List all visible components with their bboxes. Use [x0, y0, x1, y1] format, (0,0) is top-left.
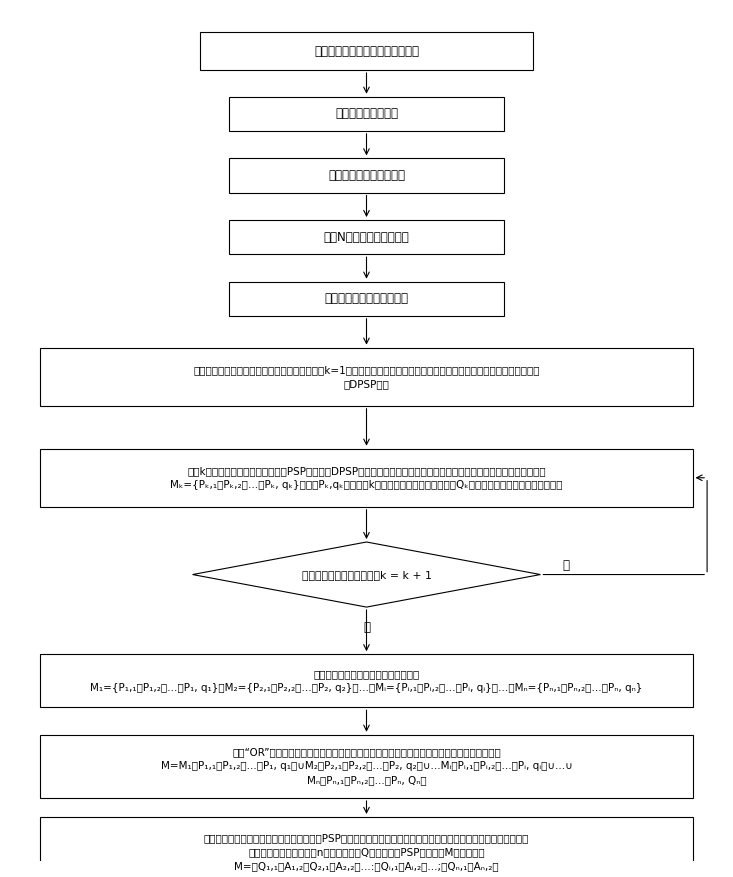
FancyBboxPatch shape: [40, 654, 693, 707]
Text: 建立管网受地磁暴影响的机理模型: 建立管网受地磁暴影响的机理模型: [314, 45, 419, 58]
Text: 建立管网参数数据库: 建立管网参数数据库: [335, 107, 398, 120]
FancyBboxPatch shape: [229, 282, 504, 316]
FancyBboxPatch shape: [229, 96, 504, 131]
Text: 从地磁暴模式数据库中任意选择一种地磁暴模式k=1，使用管网机理模型和给定的数据库计算该种地磁暴模式的管网管地电
位DPSP分布: 从地磁暴模式数据库中任意选择一种地磁暴模式k=1，使用管网机理模型和给定的数据库…: [194, 365, 539, 389]
FancyBboxPatch shape: [229, 220, 504, 254]
Text: 建立N种地磁暴模式数据库: 建立N种地磁暴模式数据库: [324, 231, 409, 244]
FancyBboxPatch shape: [40, 347, 693, 406]
Text: 否: 否: [363, 621, 370, 634]
Text: 建立管网环境参数数据库: 建立管网环境参数数据库: [328, 169, 405, 182]
Polygon shape: [193, 542, 540, 607]
FancyBboxPatch shape: [40, 816, 693, 877]
FancyBboxPatch shape: [200, 32, 533, 70]
Text: 搜索管网地磁暴灾害突变点的集合为：
M₁={P₁,₁，P₁,₂，…，P₁, q₁}，M₂={P₂,₁，P₂,₂，…，P₂, q₂}，…，Mᵢ={Pᵢ,₁，Pᵢ,: 搜索管网地磁暴灾害突变点的集合为： M₁={P₁,₁，P₁,₂，…，P₁, q₁…: [90, 669, 643, 693]
FancyBboxPatch shape: [40, 449, 693, 507]
Text: 是: 是: [562, 559, 570, 572]
Text: 如果还有其它地磁暴模式，k = k + 1: 如果还有其它地磁暴模式，k = k + 1: [301, 569, 432, 580]
FancyBboxPatch shape: [40, 735, 693, 798]
Text: 定义地磁暴灾害突变点处的燕尾峰和月牙峰PSP幅値为地磁暴灾害突变点评估指标。按评估指标对管网地磁暴灾害突
变点集合进行排序，得到n个突变点位置Q及其对应的PSP: 定义地磁暴灾害突变点处的燕尾峰和月牙峰PSP幅値为地磁暴灾害突变点评估指标。按评…: [204, 833, 529, 871]
Text: 根据k种地磁暴模式的管网管地电位PSP分布数据DPSP，利用管道地磁暴灾害突变点搜索方法搜索管网地磁暴灾害突变点，
Mₖ={Pₖ,₁，Pₖ,₂，…，Pₖ, qₖ: 根据k种地磁暴模式的管网管地电位PSP分布数据DPSP，利用管道地磁暴灾害突变点…: [170, 466, 563, 489]
Text: 定义地磁暴灾害突变点模式: 定义地磁暴灾害突变点模式: [325, 292, 408, 305]
Text: 经过“OR”逻辑运算后，消掉各种地磁暴模式的相同突变点后，管网地磁暴灾害突变点集合为：
M=M₁（P₁,₁，P₁,₂，...，P₁, q₁）∪M₂（P₂,₁，P: 经过“OR”逻辑运算后，消掉各种地磁暴模式的相同突变点后，管网地磁暴灾害突变点集…: [161, 747, 572, 786]
FancyBboxPatch shape: [229, 159, 504, 193]
